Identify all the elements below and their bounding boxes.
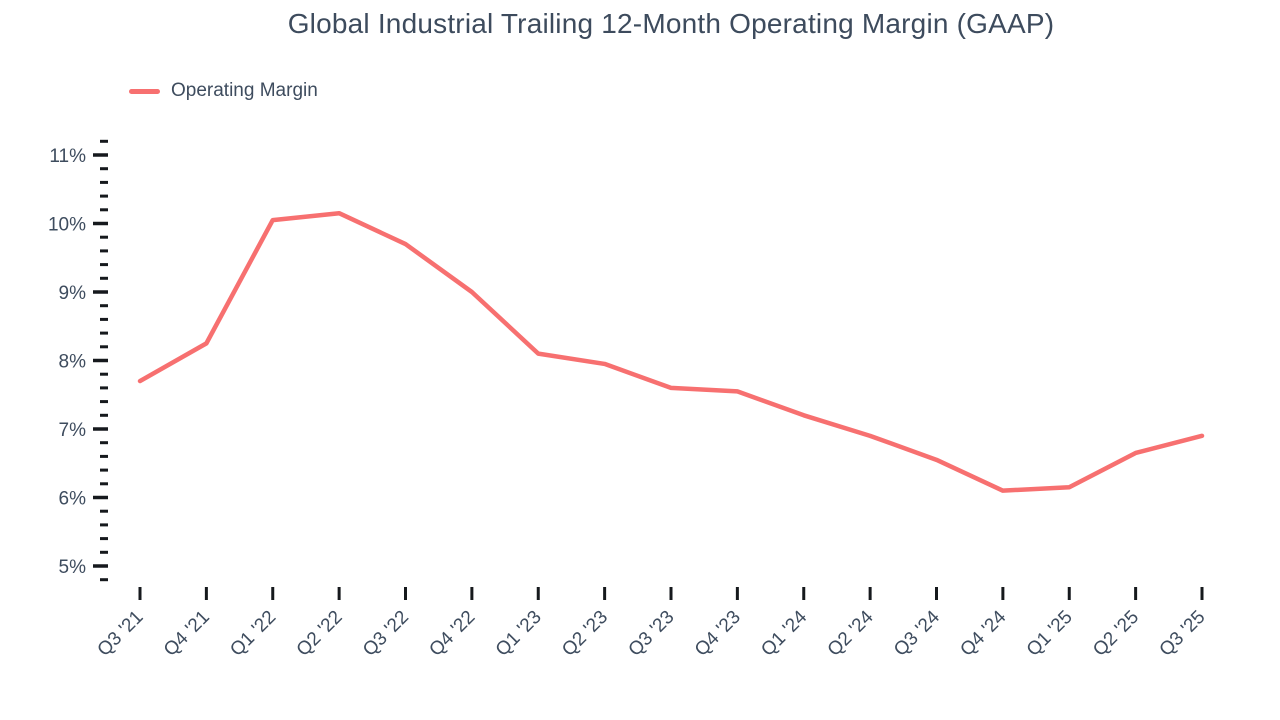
y-axis-tick-label: 9% xyxy=(59,283,87,304)
x-axis-tick-label: Q4 '22 xyxy=(425,607,479,661)
x-axis-tick-label: Q4 '24 xyxy=(956,606,1010,660)
x-axis-tick-label: Q3 '23 xyxy=(625,607,679,661)
x-axis-tick-label: Q1 '24 xyxy=(757,606,811,660)
x-axis-tick-label: Q3 '25 xyxy=(1156,607,1210,661)
x-axis-tick-label: Q1 '23 xyxy=(492,607,546,661)
x-axis-tick-label: Q4 '23 xyxy=(691,607,745,661)
x-axis-tick-label: Q4 '21 xyxy=(160,607,214,661)
y-axis-tick-label: 8% xyxy=(59,352,87,373)
legend-item-operating-margin[interactable]: Operating Margin xyxy=(129,80,318,102)
x-axis-tick-label: Q2 '25 xyxy=(1089,607,1143,661)
chart-title: Global Industrial Trailing 12-Month Oper… xyxy=(287,8,1055,39)
x-axis-tick-label: Q3 '21 xyxy=(94,607,148,661)
x-axis-tick-label: Q2 '22 xyxy=(293,607,347,661)
series-line-operating-margin xyxy=(137,210,1205,493)
y-axis-tick-label: 7% xyxy=(59,420,87,441)
legend-line-swatch-icon xyxy=(129,88,160,94)
x-axis-tick-label: Q2 '23 xyxy=(558,607,612,661)
legend: Operating Margin xyxy=(129,80,318,102)
y-axis-tick-label: 5% xyxy=(59,557,87,578)
legend-label: Operating Margin xyxy=(171,80,318,101)
x-axis-tick-label: Q1 '22 xyxy=(226,607,280,661)
x-axis-tick-label: Q3 '22 xyxy=(359,607,413,661)
x-axis-tick-label: Q1 '25 xyxy=(1023,607,1077,661)
x-axis-tick-label: Q2 '24 xyxy=(824,606,878,660)
y-axis-tick-label: 10% xyxy=(48,215,86,236)
x-axis-tick-label: Q3 '24 xyxy=(890,606,944,660)
y-axis-tick-label: 11% xyxy=(49,146,86,167)
y-axis-tick-label: 6% xyxy=(59,489,87,510)
